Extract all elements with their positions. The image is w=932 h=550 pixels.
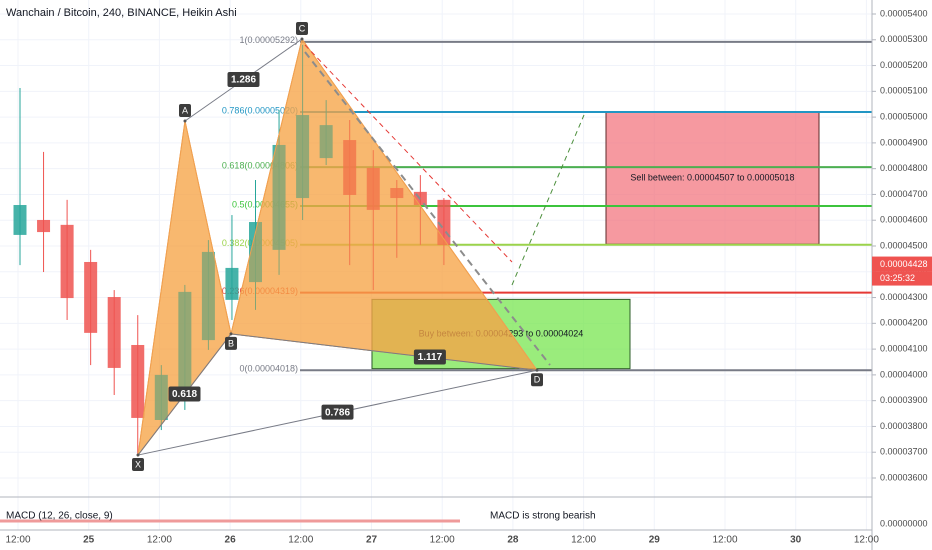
candle-body: [37, 219, 51, 233]
harmonic-pattern: 1.286 0.618 1.117 0.786 X A B C D: [132, 22, 543, 472]
point-label: A: [182, 105, 188, 115]
y-tick-label: 0.00005300: [880, 34, 928, 44]
y-tick-label: 0.00004900: [880, 137, 928, 147]
y-tick-label: 0.00003700: [880, 447, 928, 457]
x-tick-label: 12:00: [147, 535, 172, 546]
y-tick-label: 0.00005400: [880, 8, 928, 18]
pattern-point: [229, 332, 233, 336]
point-label: C: [299, 23, 306, 33]
y-tick-label: 0.00004600: [880, 215, 928, 225]
candle-body: [84, 261, 98, 333]
ratio-label: 1.286: [231, 75, 256, 86]
indicator-note: MACD is strong bearish: [490, 511, 596, 522]
x-tick-label: 12:00: [854, 535, 879, 546]
y-tick-label: 0.00004300: [880, 292, 928, 302]
last-price-badge: [872, 256, 932, 272]
ratio-badge: [168, 386, 201, 402]
ratio-badge: [321, 404, 354, 420]
y-tick-label: 0.00004500: [880, 240, 928, 250]
pattern-line: [230, 333, 538, 371]
y-tick-label: 0.00005100: [880, 86, 928, 96]
pattern-point: [300, 37, 304, 41]
countdown-badge: [872, 271, 932, 286]
point-badge: [179, 103, 191, 117]
y-tick-label: 0.00004000: [880, 369, 928, 379]
ratio-label: 0.618: [172, 389, 197, 400]
candle-body: [60, 224, 74, 299]
fib-label: 0.786(0.00005020): [222, 105, 298, 115]
y-tick-label: 0.00004200: [880, 318, 928, 328]
x-tick-label: 30: [790, 535, 802, 546]
y-tick-label: 0.00003900: [880, 395, 928, 405]
y-tick-label: 0.00004700: [880, 189, 928, 199]
candle-body: [249, 222, 262, 283]
x-tick-label: 12:00: [288, 535, 313, 546]
ratio-badge: [227, 71, 260, 87]
candle-body: [201, 251, 215, 341]
indicator-tick: 0.00000000: [880, 518, 928, 528]
ratio-badge: [413, 349, 446, 365]
fib-label: 0.618(0.00004806): [222, 160, 298, 170]
fib-label: 1(0.00005292): [239, 35, 298, 45]
ratio-label: 1.117: [418, 352, 443, 363]
y-tick-label: 0.00004800: [880, 163, 928, 173]
x-tick-label: 12:00: [571, 535, 596, 546]
y-tick-label: 0.00003600: [880, 472, 928, 482]
y-tick-label: 0.00005000: [880, 111, 928, 121]
point-label: X: [135, 459, 141, 469]
candle-body: [296, 115, 310, 199]
x-tick-label: 12:00: [430, 535, 455, 546]
candles: [13, 37, 539, 457]
x-tick-label: 29: [649, 535, 661, 546]
x-tick-label: 27: [366, 535, 378, 546]
projection-line: [304, 51, 551, 366]
candle-body: [225, 267, 239, 300]
sell-zone-label: Sell between: 0.00004507 to 0.00005018: [630, 173, 794, 183]
point-badge: [296, 22, 308, 36]
x-tick-label: 12:00: [5, 535, 30, 546]
candle-body: [366, 167, 380, 210]
indicator-label: MACD (12, 26, close, 9): [6, 511, 113, 522]
point-badge: [531, 373, 543, 387]
projection-line: [304, 44, 513, 263]
ratio-label: 0.786: [325, 407, 350, 418]
candle-body: [343, 140, 357, 195]
x-tick-label: 26: [225, 535, 237, 546]
point-label: B: [228, 338, 234, 348]
point-badge: [225, 336, 237, 350]
candle-body: [272, 144, 286, 250]
candle-body: [13, 205, 27, 235]
y-tick-label: 0.00004100: [880, 343, 928, 353]
y-tick-label: 0.00003800: [880, 421, 928, 431]
pattern-point: [183, 119, 187, 123]
pattern-point: [535, 368, 539, 372]
axes: 0.00005400 0.00005300 0.00005200 0.00005100…: [5, 8, 932, 546]
projection-lines: [304, 44, 585, 366]
pattern-point: [136, 453, 140, 457]
x-tick-label: 25: [83, 535, 95, 546]
point-badge: [132, 458, 144, 472]
y-tick-label: 0.00005200: [880, 60, 928, 70]
projection-line: [511, 114, 585, 286]
x-tick-label: 28: [507, 535, 519, 546]
candle-body: [319, 125, 333, 159]
candle-body: [178, 291, 192, 391]
last-price-label: 0.00004428: [880, 259, 928, 269]
candle-body: [390, 188, 404, 199]
candle-body: [107, 297, 121, 368]
x-tick-label: 12:00: [712, 535, 737, 546]
point-label: D: [534, 375, 541, 385]
candle-body: [131, 344, 145, 418]
fib-label: 0(0.00004018): [239, 364, 298, 374]
candle-body: [154, 374, 168, 420]
countdown: 03:25:32: [880, 273, 915, 283]
chart-title: Wanchain / Bitcoin, 240, BINANCE, Heikin…: [6, 7, 237, 19]
